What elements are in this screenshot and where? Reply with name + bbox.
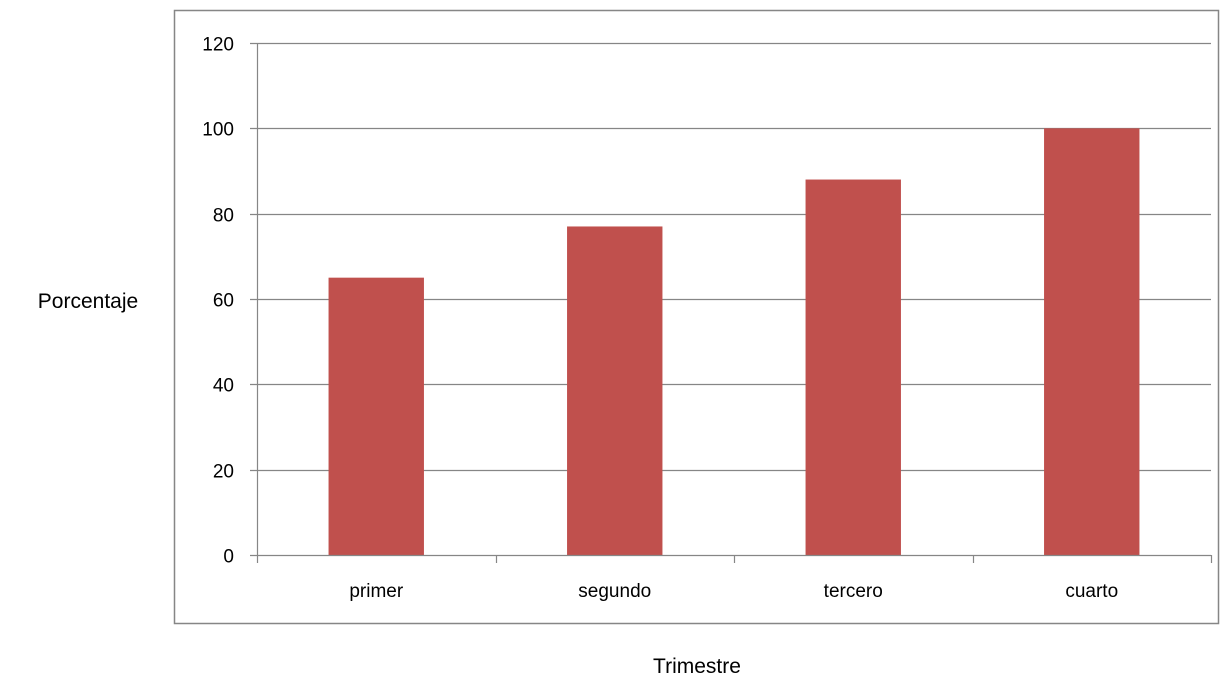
y-tick-label: 100 [202,120,234,141]
x-axis-title: Trimestre [653,655,741,678]
bar-primer [328,277,424,555]
y-tick-label: 20 [213,462,234,483]
y-tick-label: 120 [202,35,234,56]
y-tick-label: 0 [223,547,234,568]
bar-cuarto [1044,128,1140,556]
tick-labels: 0 20 40 60 80 100 120 primer segundo tercero cuart… [202,35,1118,603]
y-axis-title: Porcentaje [38,290,138,313]
bar-tercero [805,179,901,556]
axes [250,43,1213,563]
bars [328,128,1140,556]
bar-segundo [567,226,663,555]
x-tick-label: tercero [824,581,883,602]
y-tick-label: 60 [213,291,234,312]
y-tick-label: 40 [213,376,234,397]
y-tick-label: 80 [213,206,234,227]
x-tick-label: primer [349,581,404,602]
x-tick-label: segundo [578,581,651,602]
x-tick-label: cuarto [1065,581,1118,602]
